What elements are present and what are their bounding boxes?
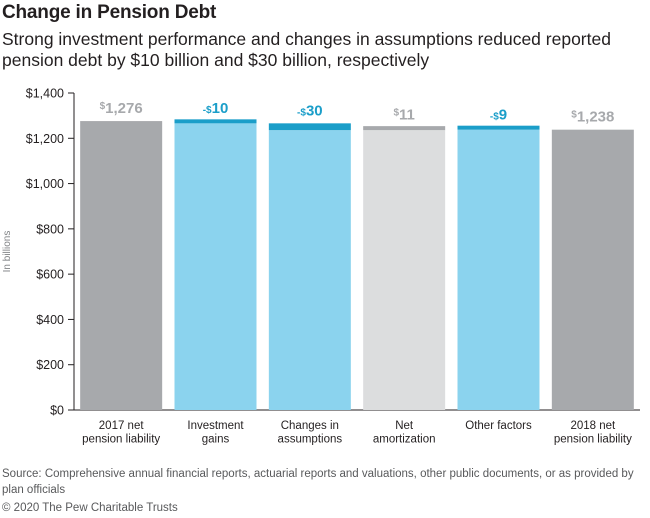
data-label-value: 11: [399, 107, 415, 124]
chart-title: Change in Pension Debt: [2, 2, 217, 23]
copyright-note: © 2020 The Pew Charitable Trusts: [2, 502, 178, 514]
bar-change-cap: [268, 123, 351, 131]
y-tick-label: $800: [36, 222, 64, 236]
data-label-prefix: -$: [490, 112, 499, 123]
y-tick-label: $400: [36, 313, 64, 327]
x-tick-label: gains: [202, 434, 230, 446]
x-tick-label: 2017 net: [99, 420, 145, 432]
data-label-value: 30: [306, 102, 323, 119]
source-note: Source: Comprehensive annual financial r…: [2, 468, 634, 496]
y-tick-label: $1,400: [26, 87, 64, 101]
x-tick-label: Other factors: [465, 420, 532, 432]
bar-change-cap: [174, 119, 257, 124]
data-label-value: 1,238: [577, 109, 615, 126]
data-label-prefix: -$: [203, 105, 212, 116]
bar: [457, 129, 540, 410]
x-tick-label: Investment: [187, 420, 244, 432]
data-label-prefix: $: [571, 110, 577, 121]
x-tick-label: pension liability: [82, 434, 160, 446]
data-label-value: 9: [499, 107, 507, 124]
chart-subtitle: Strong investment performance and change…: [2, 29, 611, 70]
data-label-prefix: -$: [297, 107, 306, 118]
y-tick-label: $1,200: [26, 132, 64, 146]
x-tick-label: Net: [395, 420, 414, 432]
bar: [268, 130, 351, 411]
data-label: -$30: [297, 102, 323, 119]
y-tick-label: $600: [36, 268, 64, 282]
bar: [551, 129, 634, 410]
data-label-value: 10: [212, 100, 229, 117]
data-label: $11: [393, 107, 414, 124]
y-tick-label: $200: [36, 358, 64, 372]
data-label-value: 1,276: [105, 100, 143, 117]
bar-change-cap: [457, 125, 540, 130]
x-tick-label: 2018 net: [570, 420, 616, 432]
data-label: -$9: [490, 107, 507, 124]
y-tick-label: $1,000: [26, 177, 64, 191]
bar-change-cap: [363, 126, 446, 131]
data-label-prefix: $: [100, 101, 106, 112]
x-tick-label: Changes in: [281, 420, 339, 432]
data-label: $1,238: [571, 109, 614, 126]
bar: [363, 130, 446, 411]
x-tick-label: assumptions: [278, 434, 343, 446]
y-tick-label: $0: [50, 404, 64, 418]
waterfall-chart: In billions $0 $200 $400 $600 $800 $1,000 $1,20…: [2, 87, 640, 446]
x-tick-label: pension liability: [554, 434, 632, 446]
y-axis-title: In billions: [2, 231, 13, 273]
data-label-prefix: $: [393, 108, 399, 119]
data-label: -$10: [203, 100, 229, 117]
x-tick-label: amortization: [373, 434, 436, 446]
data-label: $1,276: [100, 100, 143, 117]
bar: [174, 123, 257, 410]
bar: [80, 121, 163, 410]
